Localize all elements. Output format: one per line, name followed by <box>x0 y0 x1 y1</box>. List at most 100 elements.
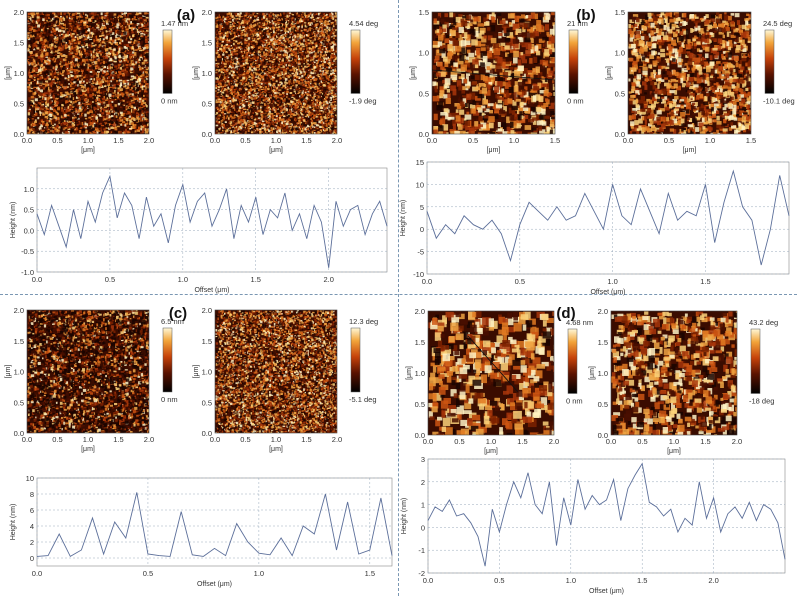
panel-a-phase-image <box>215 12 337 134</box>
panel-d-phase-ytick: 1.0 <box>598 369 608 378</box>
panel-b-profile-xtick: 0.5 <box>515 277 525 286</box>
panel-c-phase-ytick: 1.0 <box>202 368 212 377</box>
panel-d-phase-ytick: 0.0 <box>598 431 608 440</box>
panel-c-height-scale-min: 0 nm <box>161 395 178 404</box>
panel-c-profile-ytick: 6 <box>30 506 34 515</box>
panel-a-height-map: 0.0 0.5 1.0 1.5 2.0 0.0 0.5 1.0 1.5 2.0 [μm] [μm] 1.… <box>5 8 188 154</box>
panel-c-phase-xtick: 0.0 <box>210 435 220 444</box>
panel-b-profile-ytick: 0 <box>420 225 424 234</box>
panel-a-profile: -1.0 -0.5 0.0 0.5 1.0 0.0 0.5 1.0 1.5 2.0 Offset (… <box>10 167 388 294</box>
panel-d-profile-ylabel: Height (nm) <box>401 498 408 535</box>
panel-d-height-ytick: 2.0 <box>415 307 425 316</box>
panel-c-height-scale-max: 6.5 nm <box>161 317 184 326</box>
panel-c-profile-line <box>36 492 393 558</box>
panel-b-phase-xtick: 1.0 <box>705 136 715 145</box>
panel-c-phase-xtick: 1.0 <box>271 435 281 444</box>
panel-d-height-xunit: [μm] <box>484 448 498 455</box>
panel-d-profile-xtick: 0.0 <box>423 576 433 585</box>
panel-a-phase-xtick: 2.0 <box>332 136 342 145</box>
panel-d-phase-colorbar <box>750 328 761 394</box>
panel-a-profile-ytick: -1.0 <box>21 268 34 277</box>
panel-c-height-xtick: 2.0 <box>144 435 154 444</box>
panel-b-phase-xunit: [μm] <box>683 147 697 154</box>
panel-a-height-scale-min: 0 nm <box>161 96 178 105</box>
panel-c-phase-xtick: 2.0 <box>332 435 342 444</box>
panel-c-height-yunit: [μm] <box>5 365 12 379</box>
panel-a-phase-colorbar <box>350 29 361 94</box>
panel-c-profile-xtick: 1.5 <box>365 569 375 578</box>
panel-c-height-xtick: 0.0 <box>22 435 32 444</box>
panel-a-height-ytick: 0.5 <box>14 100 24 109</box>
panel-b-height-image <box>432 12 555 134</box>
panel-c-height-map: 0.0 0.5 1.0 1.5 2.0 0.0 0.5 1.0 1.5 2.0 [μm] [μm] 6.… <box>5 306 184 453</box>
panel-c-phase-xunit: [μm] <box>269 446 283 453</box>
panel-a-phase-ytick: 2.0 <box>202 8 212 17</box>
panel-c-profile-ytick: 0 <box>30 554 34 563</box>
panel-b-profile-ytick: -5 <box>417 248 424 257</box>
panel-b-height-colorbar <box>568 29 579 94</box>
panel-d-phase-ytick: 0.5 <box>598 400 608 409</box>
panel-c-phase-xtick: 0.5 <box>240 435 250 444</box>
panel-d-phase-yunit: [μm] <box>589 366 596 380</box>
panel-b-height-ytick: 1.5 <box>419 8 429 17</box>
panel-a-phase-scale-min: -1.9 deg <box>349 96 377 105</box>
panel-d-profile-frame <box>427 458 786 574</box>
panel-d-phase-map: 0.0 0.5 1.0 1.5 2.0 0.0 0.5 1.0 1.5 2.0 [μm] [μm] 43… <box>589 307 778 455</box>
panel-c-profile-xtick: 1.0 <box>254 569 264 578</box>
panel-d-height-xtick: 1.5 <box>517 437 527 446</box>
panel-a-profile-ytick: 0.0 <box>24 226 34 235</box>
panel-b-height-ytick: 0.5 <box>419 89 429 98</box>
panel-b-height-xunit: [μm] <box>487 147 501 154</box>
panel-c-profile-ytick: 8 <box>30 490 34 499</box>
panel-b-phase-ytick: 0.0 <box>615 130 625 139</box>
panel-d-profile-xtick: 1.0 <box>566 576 576 585</box>
panel-c-height-colorbar <box>162 327 173 393</box>
panel-d-phase-xtick: 2.0 <box>732 437 742 446</box>
panel-a-phase-ytick: 1.0 <box>202 69 212 78</box>
panel-b-phase-colorbar <box>764 29 775 94</box>
panel-a-height-xtick: 0.5 <box>52 136 62 145</box>
panel-b-phase-image <box>628 12 751 134</box>
panel-a-phase-ytick: 0.5 <box>202 100 212 109</box>
panel-c-height-xtick: 0.5 <box>52 435 62 444</box>
panel-b-profile-xtick: 0.0 <box>422 277 432 286</box>
panel-d-profile-xlabel: Offset (μm) <box>589 588 624 595</box>
panel-d-phase-xunit: [μm] <box>667 448 681 455</box>
panel-a-profile-xtick: 2.0 <box>323 275 333 284</box>
panel-a-height-ytick: 1.0 <box>14 69 24 78</box>
panel-c-height-image <box>27 310 149 433</box>
panel-a-phase-xtick: 0.0 <box>210 136 220 145</box>
panel-a-height-scale-max: 1.47 nm <box>161 19 188 28</box>
panel-d-height-scale-min: 0 nm <box>566 396 583 405</box>
panel-c-height-ytick: 2.0 <box>14 306 24 315</box>
panel-a-profile-frame <box>36 167 388 273</box>
panel-c-height-ytick: 0.0 <box>14 429 24 438</box>
panel-d-profile-xtick: 1.5 <box>637 576 647 585</box>
panel-d-height-colorbar <box>567 328 578 394</box>
panel-a-height-yunit: [μm] <box>5 66 12 80</box>
panel-b-height-xtick: 0.0 <box>427 136 437 145</box>
panel-b-phase-ytick: 0.5 <box>615 89 625 98</box>
panel-c-profile-ylabel: Height (nm) <box>10 504 17 541</box>
panel-b-profile-line <box>426 169 790 266</box>
panel-c-phase-map: 0.0 0.5 1.0 1.5 2.0 0.0 0.5 1.0 1.5 2.0 [μm] [μm] 12… <box>193 306 378 453</box>
panel-c-height-ytick: 0.5 <box>14 398 24 407</box>
panel-c-phase-image <box>215 310 337 433</box>
panel-a-phase-ytick: 0.0 <box>202 130 212 139</box>
panel-d-height-xtick: 0.5 <box>454 437 464 446</box>
panel-d-profile-ytick: 3 <box>421 455 425 464</box>
panel-c-profile-frame <box>36 477 393 567</box>
panel-b-height-ytick: 1.0 <box>419 49 429 58</box>
panel-d-profile-ytick: -1 <box>418 546 425 555</box>
panel-divider-horizontal <box>0 294 797 295</box>
panel-a-label: (a) <box>177 7 195 24</box>
panel-a-profile-xtick: 1.0 <box>178 275 188 284</box>
panel-c-profile-xlabel: Offset (μm) <box>197 581 232 588</box>
panel-b-profile-xlabel: Offset (μm) <box>590 289 625 296</box>
panel-divider-vertical <box>398 0 399 596</box>
panel-d-phase-xtick: 1.0 <box>669 437 679 446</box>
panel-c-profile-ytick: 2 <box>30 538 34 547</box>
panel-a-profile-ylabel: Height (nm) <box>10 202 17 239</box>
panel-b-height-scale-max: 21 nm <box>567 19 588 28</box>
panel-d-height-xtick: 2.0 <box>549 437 559 446</box>
